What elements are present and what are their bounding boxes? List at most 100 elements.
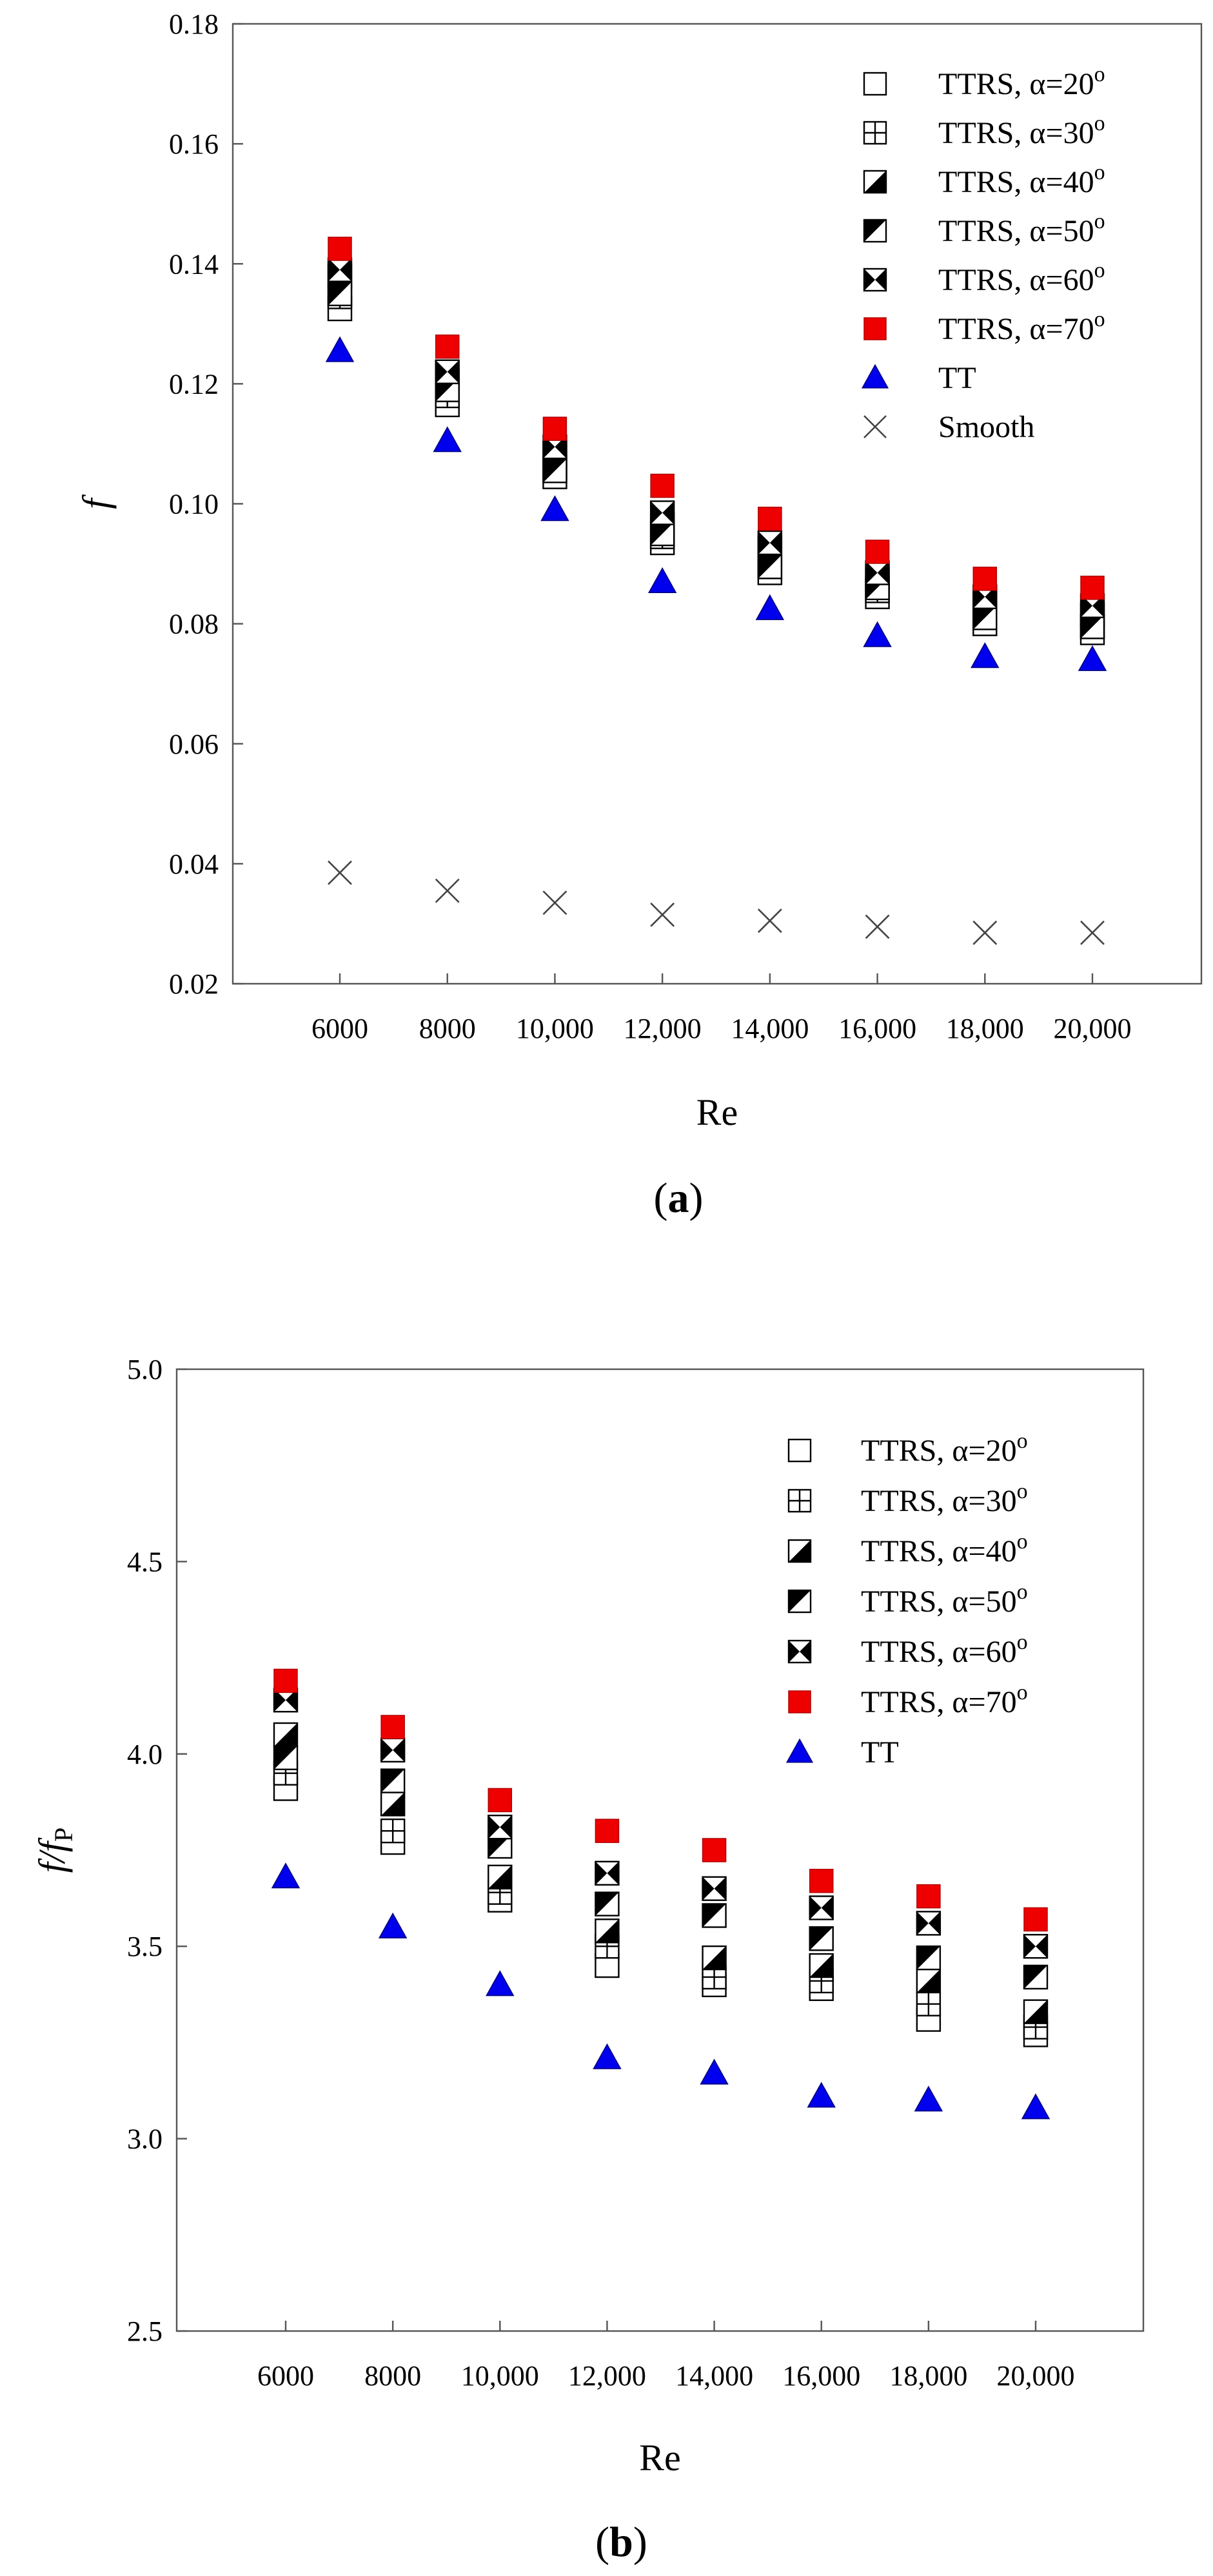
y-tick-label: 0.04 bbox=[169, 848, 219, 880]
marker-fill bbox=[864, 269, 875, 291]
x-axis-label: Re bbox=[639, 2437, 680, 2479]
legend-marker bbox=[785, 1738, 814, 1763]
marker-fill bbox=[928, 1911, 940, 1935]
marker-fill bbox=[435, 360, 448, 384]
legend-marker bbox=[787, 1639, 812, 1664]
marker-fill bbox=[800, 1641, 811, 1663]
marker-line bbox=[972, 920, 998, 945]
marker-triangle bbox=[486, 1970, 515, 1996]
data-point bbox=[1080, 614, 1105, 639]
marker-box bbox=[542, 416, 567, 441]
marker-triangle bbox=[378, 1912, 408, 1938]
data-point bbox=[702, 1876, 727, 1901]
marker-fill bbox=[821, 1896, 833, 1920]
data-point bbox=[916, 1945, 942, 1971]
legend-label: TTRS, α=50o bbox=[938, 210, 1105, 248]
marker-triangle bbox=[807, 2082, 836, 2108]
data-point bbox=[972, 920, 998, 945]
x-tick-label: 14,000 bbox=[731, 1013, 809, 1044]
legend-label-superscript: o bbox=[1094, 210, 1105, 233]
marker-fill bbox=[607, 1861, 619, 1885]
data-point bbox=[865, 914, 890, 939]
legend-marker bbox=[863, 268, 887, 292]
marker-fill bbox=[809, 1896, 822, 1920]
data-point bbox=[1078, 645, 1107, 671]
data-point bbox=[595, 1860, 620, 1886]
data-point bbox=[1080, 920, 1105, 945]
legend-marker bbox=[863, 72, 887, 96]
x-tick-label: 8000 bbox=[364, 2360, 421, 2392]
x-axis-label: Re bbox=[696, 1091, 738, 1133]
legend-label: TTRS, α=20o bbox=[938, 63, 1105, 101]
y-tick-label: 2.5 bbox=[127, 2316, 163, 2347]
marker-box bbox=[787, 1438, 812, 1463]
marker-fill bbox=[1024, 1935, 1036, 1958]
marker-fill bbox=[595, 1861, 607, 1885]
legend-label-superscript: o bbox=[1094, 307, 1105, 331]
data-point bbox=[328, 860, 352, 885]
x-tick-label: 14,000 bbox=[675, 2360, 753, 2392]
panel-label: (b) bbox=[595, 2519, 647, 2566]
data-point bbox=[702, 1838, 727, 1862]
marker-fill bbox=[758, 555, 782, 579]
y-tick-label: 0.14 bbox=[169, 248, 219, 280]
marker-line bbox=[1080, 920, 1105, 945]
y-tick-label: 0.06 bbox=[169, 728, 219, 760]
data-point bbox=[273, 1722, 299, 1748]
data-point bbox=[378, 1912, 408, 1938]
data-point bbox=[542, 890, 567, 915]
y-tick-label: 5.0 bbox=[127, 1354, 163, 1385]
marker-box bbox=[972, 567, 998, 591]
marker-fill bbox=[1081, 594, 1092, 618]
panel-label-paren: ) bbox=[633, 2519, 647, 2566]
x-tick-label: 12,000 bbox=[568, 2360, 646, 2392]
data-point bbox=[757, 530, 783, 556]
plot-frame bbox=[175, 1368, 1145, 2332]
series-square-red bbox=[328, 237, 1105, 600]
marker-fill bbox=[381, 1792, 405, 1816]
marker-fill bbox=[758, 531, 770, 554]
legend-label: TTRS, α=20o bbox=[861, 1429, 1028, 1468]
data-point bbox=[650, 473, 675, 498]
data-point bbox=[328, 237, 352, 261]
data-point bbox=[757, 554, 783, 580]
marker-fill bbox=[985, 585, 997, 609]
data-point bbox=[1023, 1999, 1049, 2024]
panel-label-paren: ( bbox=[654, 1175, 668, 1222]
legend-marker bbox=[787, 1488, 812, 1513]
data-point bbox=[327, 281, 353, 306]
legend: TTRS, α=20o TTRS, α=30o TTRS, α=40o TTRS, α… bbox=[861, 63, 1105, 444]
data-point bbox=[380, 1768, 406, 1793]
marker-fill bbox=[916, 1969, 940, 1993]
data-point bbox=[595, 1918, 620, 1944]
marker-fill bbox=[274, 1688, 286, 1712]
y-tick-label: 0.12 bbox=[169, 368, 219, 400]
marker-box bbox=[702, 1838, 727, 1862]
data-point bbox=[380, 1715, 405, 1739]
marker-fill bbox=[714, 1877, 726, 1900]
data-point bbox=[809, 1895, 834, 1920]
marker-fill bbox=[877, 561, 889, 585]
data-point bbox=[433, 426, 462, 453]
marker-triangle bbox=[861, 364, 889, 389]
marker-fill bbox=[328, 282, 351, 306]
x-tick-label: 20,000 bbox=[1054, 1013, 1132, 1044]
data-point bbox=[435, 334, 460, 359]
series-x bbox=[328, 860, 1105, 945]
legend-label: TT bbox=[938, 361, 976, 395]
x-tick-label: 18,000 bbox=[889, 2360, 967, 2392]
legend-label: TTRS, α=60o bbox=[861, 1630, 1028, 1669]
legend-label-superscript: o bbox=[1017, 1630, 1028, 1654]
data-point bbox=[486, 1970, 515, 1996]
marker-triangle bbox=[647, 567, 677, 593]
marker-fill bbox=[789, 1590, 811, 1612]
marker-fill bbox=[488, 1835, 512, 1859]
marker-fill bbox=[595, 1919, 619, 1943]
x-tick-label: 8000 bbox=[419, 1013, 476, 1044]
data-point bbox=[755, 594, 785, 620]
data-point bbox=[488, 1814, 513, 1840]
data-point bbox=[649, 500, 675, 525]
legend-label-superscript: o bbox=[1017, 1479, 1028, 1503]
marker-fill bbox=[875, 269, 886, 291]
